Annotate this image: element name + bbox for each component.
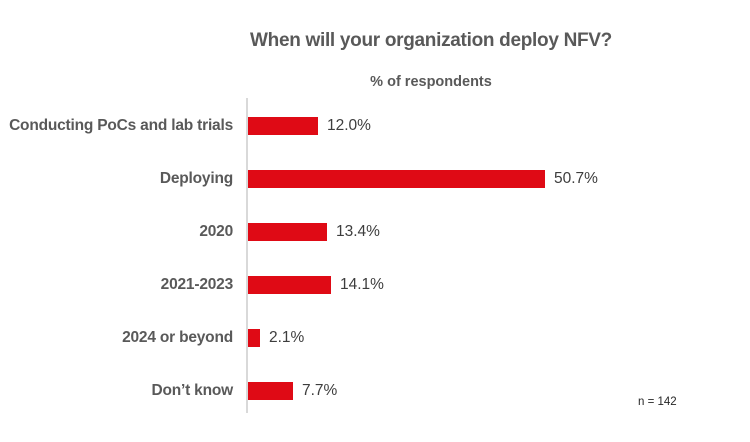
- chart-title: When will your organization deploy NFV?: [250, 30, 612, 51]
- bar-row: Don’t know 7.7%: [0, 374, 750, 408]
- category-label: Deploying: [159, 170, 233, 187]
- bar-segment: [248, 223, 327, 241]
- value-label: 7.7%: [302, 382, 338, 399]
- y-axis-line: [246, 98, 248, 413]
- bar-row: Deploying 50.7%: [0, 162, 750, 196]
- category-label: 2021-2023: [160, 276, 234, 293]
- bar-segment: [248, 276, 331, 294]
- category-label: Don’t know: [151, 382, 233, 399]
- category-label: 2024 or beyond: [122, 329, 233, 346]
- value-label: 13.4%: [336, 223, 380, 240]
- bar-segment: [248, 382, 293, 400]
- bar-segment: [248, 117, 318, 135]
- value-label: 14.1%: [340, 276, 384, 293]
- category-label: 2020: [199, 223, 233, 240]
- bar-row: 2020 13.4%: [0, 215, 750, 249]
- sample-size-note: n = 142: [638, 396, 677, 408]
- value-label: 50.7%: [554, 170, 598, 187]
- bar-segment: [248, 170, 545, 188]
- category-label: Conducting PoCs and lab trials: [9, 117, 233, 134]
- value-label: 12.0%: [327, 117, 371, 134]
- value-label: 2.1%: [269, 329, 305, 346]
- bar-row: Conducting PoCs and lab trials 12.0%: [0, 109, 750, 143]
- bar-row: 2021-2023 14.1%: [0, 268, 750, 302]
- bar-segment: [248, 329, 260, 347]
- chart-subtitle: % of respondents: [370, 74, 492, 90]
- bar-row: 2024 or beyond 2.1%: [0, 321, 750, 355]
